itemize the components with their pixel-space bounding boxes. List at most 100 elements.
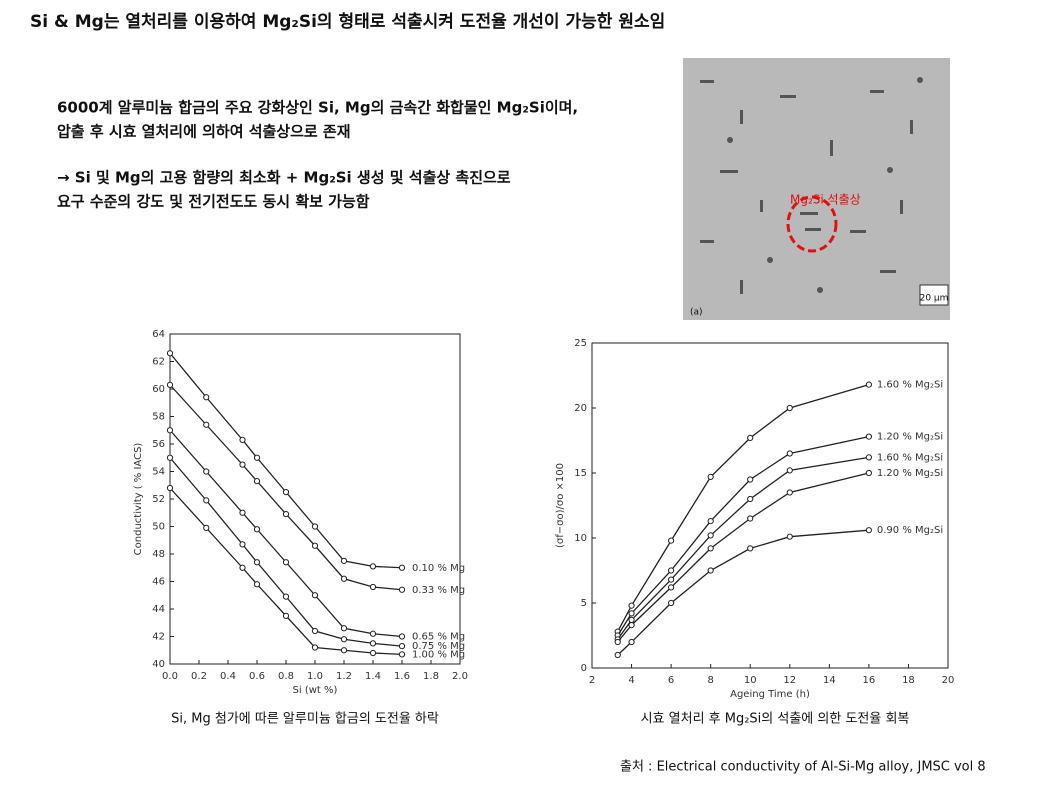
data-point — [786, 489, 793, 496]
data-point — [747, 545, 754, 552]
body-line: 압출 후 시효 열처리에 의하여 석출상으로 존재 — [57, 123, 351, 141]
x-tick-label: 20 — [942, 675, 955, 686]
caption: Si, Mg 첨가에 따른 알루미늄 합금의 도전율 하락 — [171, 712, 439, 727]
x-tick-label: 1.4 — [365, 671, 381, 682]
data-point — [166, 454, 174, 461]
x-tick-label: 14 — [823, 675, 836, 686]
data-point — [865, 469, 872, 477]
data-point — [239, 436, 246, 443]
data-point — [668, 537, 675, 544]
x-tick-label: 0.0 — [162, 671, 178, 682]
x-tick-label: 1.8 — [423, 671, 439, 682]
data-point — [786, 467, 793, 474]
y-tick-label: 64 — [152, 329, 165, 340]
series-line — [169, 352, 403, 569]
y-tick-label: 62 — [152, 357, 165, 368]
y-tick-label: 46 — [152, 577, 165, 588]
annotation: Mg₂Si 석출상 — [790, 193, 861, 207]
x-tick-label: 0.4 — [220, 671, 236, 682]
x-tick-label: 0.8 — [278, 671, 294, 682]
x-tick-label: 0.6 — [249, 671, 265, 682]
x-axis-label: Si (wt %) — [293, 685, 338, 696]
data-point — [668, 599, 675, 607]
data-point — [707, 518, 714, 525]
x-tick-label: 18 — [902, 675, 915, 686]
series-line — [617, 472, 870, 643]
data-point — [707, 532, 714, 539]
data-point — [340, 636, 348, 643]
body-line: 요구 수준의 강도 및 전기전도도 동시 확보 가능함 — [57, 193, 370, 211]
data-point — [282, 559, 290, 566]
x-tick-label: 2 — [589, 675, 595, 686]
data-point — [166, 427, 174, 434]
data-point — [369, 649, 377, 657]
data-point — [628, 638, 635, 646]
body-line: → Si 및 Mg의 고용 함량의 최소화 + Mg₂Si 생성 및 석출상 촉… — [57, 169, 511, 187]
data-point — [865, 433, 872, 440]
y-tick-label: 10 — [574, 533, 587, 544]
data-point — [628, 610, 635, 617]
series-label: 1.60 % Mg₂Si — [877, 380, 943, 391]
data-point — [707, 567, 714, 574]
source: 출처 : Electrical conductivity of Al-Si-Mg… — [620, 760, 986, 775]
x-tick-label: 1.0 — [307, 671, 323, 682]
data-point — [253, 454, 261, 461]
highlight-circle — [786, 195, 838, 253]
series-line — [169, 429, 403, 638]
data-point — [614, 651, 621, 659]
x-tick-label: 8 — [707, 675, 713, 686]
y-tick-label: 42 — [152, 632, 165, 643]
data-point — [398, 643, 406, 650]
x-tick-label: 6 — [668, 675, 674, 686]
data-point — [865, 381, 872, 388]
data-point — [707, 473, 714, 480]
data-point — [203, 394, 210, 401]
y-axis-label: (σf−σo)/σo ×100 — [555, 463, 566, 548]
data-point — [203, 468, 210, 475]
data-point — [786, 533, 793, 540]
data-point — [282, 593, 290, 600]
data-point — [166, 381, 174, 388]
slide-title: Si & Mg는 열처리를 이용하여 Mg₂Si의 형태로 석출시켜 도전율 개… — [30, 11, 665, 32]
data-point — [369, 640, 377, 647]
series-label: 1.20 % Mg₂Si — [877, 432, 943, 443]
data-point — [239, 564, 246, 571]
data-point — [311, 627, 319, 635]
body-line: 6000계 알루미늄 합금의 주요 강화상인 Si, Mg의 금속간 화합물인 … — [57, 99, 578, 117]
x-tick-label: 10 — [744, 675, 757, 686]
y-tick-label: 58 — [152, 412, 165, 423]
data-point — [628, 602, 635, 609]
x-tick-label: 1.6 — [394, 671, 410, 682]
series-line — [617, 529, 869, 656]
data-point — [369, 563, 377, 570]
data-point — [398, 564, 406, 571]
data-point — [668, 567, 675, 574]
data-point — [166, 350, 174, 357]
data-point — [398, 651, 406, 658]
micrograph-bg — [683, 58, 950, 320]
data-point — [398, 586, 406, 593]
y-tick-label: 5 — [581, 598, 587, 609]
data-point — [786, 450, 793, 457]
scale-box — [919, 284, 949, 306]
precipitates — [700, 77, 923, 294]
y-tick-label: 40 — [152, 659, 165, 670]
series-label: 0.10 % Mg — [412, 563, 465, 574]
y-tick-label: 56 — [152, 439, 165, 450]
data-point — [253, 526, 261, 533]
data-point — [203, 421, 210, 428]
data-point — [747, 434, 754, 441]
series-line — [617, 435, 870, 636]
panel-label: (a) — [690, 308, 703, 318]
data-point — [614, 638, 621, 646]
caption: 시효 열처리 후 Mg₂Si의 석출에 의한 도전율 회복 — [641, 712, 910, 727]
series-line — [169, 384, 403, 591]
data-point — [747, 476, 754, 483]
series-label: 1.20 % Mg₂Si — [877, 468, 943, 479]
y-tick-label: 52 — [152, 494, 165, 505]
data-point — [311, 523, 319, 530]
data-point — [253, 581, 261, 588]
plot-frame — [591, 342, 949, 669]
x-tick-label: 0.2 — [191, 671, 207, 682]
